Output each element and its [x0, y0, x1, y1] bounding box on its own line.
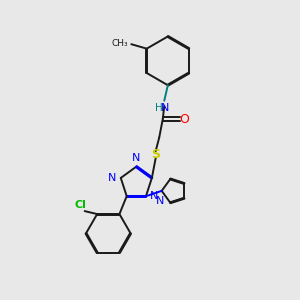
- Text: O: O: [179, 112, 189, 126]
- Text: N: N: [161, 103, 169, 113]
- Text: CH₃: CH₃: [111, 39, 128, 48]
- Text: S: S: [151, 148, 160, 161]
- Text: N: N: [108, 173, 117, 183]
- Text: N: N: [150, 191, 158, 201]
- Text: H: H: [155, 103, 163, 113]
- Text: N: N: [156, 196, 164, 206]
- Text: Cl: Cl: [75, 200, 87, 210]
- Text: N: N: [132, 153, 140, 163]
